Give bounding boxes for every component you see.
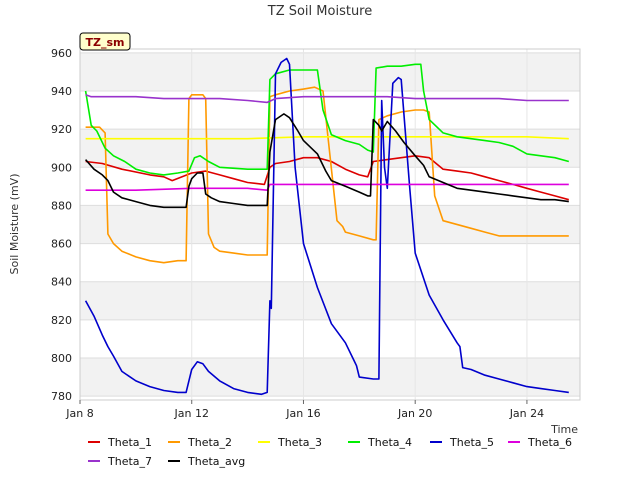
series-lines bbox=[84, 57, 570, 396]
y-tick-label: 780 bbox=[51, 390, 72, 403]
legend-item: Theta_6 bbox=[508, 436, 572, 449]
series-line-theta-6 bbox=[85, 183, 569, 191]
y-axis-ticks: 780 800 820 840 860 880 900 920 940 960 bbox=[51, 47, 72, 403]
grid-bands bbox=[80, 52, 580, 397]
series-line-theta-4 bbox=[84, 63, 570, 176]
legend-label: Theta_3 bbox=[277, 436, 322, 449]
y-tick-label: 900 bbox=[51, 161, 72, 174]
x-tick-label: Jan 12 bbox=[174, 407, 209, 420]
grid-band bbox=[80, 358, 580, 397]
series-line-theta-2 bbox=[85, 86, 569, 264]
series-line-theta-avg bbox=[84, 113, 569, 209]
series-line-theta-1 bbox=[85, 155, 570, 201]
legend-label: Theta_7 bbox=[107, 455, 152, 468]
plot-frame bbox=[79, 48, 581, 401]
series-line-theta-3 bbox=[85, 136, 569, 140]
series-line-theta-7 bbox=[85, 94, 569, 104]
y-axis-label: Soil Moisture (mV) bbox=[8, 174, 21, 275]
series-line-theta-5 bbox=[84, 57, 569, 396]
y-tick-label: 940 bbox=[51, 85, 72, 98]
x-tick-label: Jan 20 bbox=[397, 407, 432, 420]
legend-item: Theta_2 bbox=[168, 436, 232, 449]
site-tag: TZ_sm bbox=[79, 32, 131, 51]
grid-band bbox=[80, 281, 580, 320]
legend-item: Theta_4 bbox=[348, 436, 412, 449]
y-tick-label: 840 bbox=[51, 276, 72, 289]
y-tick-label: 820 bbox=[51, 314, 72, 327]
y-tick-label: 860 bbox=[51, 238, 72, 251]
legend-label: Theta_1 bbox=[107, 436, 152, 449]
chart-title: TZ Soil Moisture bbox=[267, 4, 373, 19]
y-tick-label: 800 bbox=[51, 352, 72, 365]
legend-label: Theta_4 bbox=[367, 436, 412, 449]
legend-label: Theta_6 bbox=[527, 436, 572, 449]
x-tick-label: Jan 16 bbox=[285, 407, 320, 420]
legend-label: Theta_avg bbox=[187, 455, 245, 468]
x-axis-label: Time bbox=[550, 423, 578, 436]
site-tag-label: TZ_sm bbox=[86, 36, 125, 49]
y-tick-label: 960 bbox=[51, 47, 72, 60]
legend-item: Theta_7 bbox=[88, 455, 152, 468]
y-tick-label: 920 bbox=[51, 123, 72, 136]
legend-label: Theta_2 bbox=[187, 436, 232, 449]
legend-item: Theta_avg bbox=[168, 455, 245, 468]
y-tick-label: 880 bbox=[51, 199, 72, 212]
x-tick-label: Jan 8 bbox=[65, 407, 93, 420]
legend-label: Theta_5 bbox=[449, 436, 494, 449]
x-axis-ticks: Jan 8 Jan 12 Jan 16 Jan 20 Jan 24 bbox=[65, 400, 544, 420]
legend-item: Theta_1 bbox=[88, 436, 152, 449]
legend-item: Theta_5 bbox=[430, 436, 494, 449]
legend-item: Theta_3 bbox=[258, 436, 322, 449]
legend: Theta_1 Theta_2 Theta_3 Theta_4 Theta_5 Theta… bbox=[88, 436, 572, 468]
grid-band bbox=[80, 205, 580, 244]
grid-band bbox=[80, 52, 580, 91]
site-tag-box bbox=[79, 32, 131, 51]
x-tick-label: Jan 24 bbox=[509, 407, 544, 420]
